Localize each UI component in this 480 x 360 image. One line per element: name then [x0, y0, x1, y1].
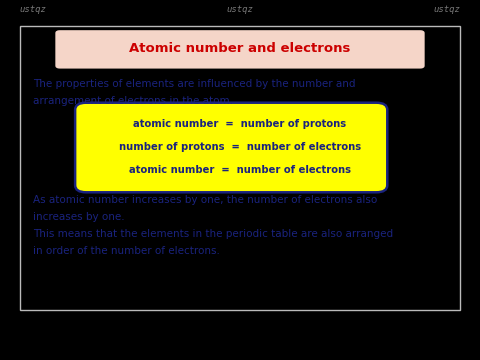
Text: ustqz: ustqz [227, 5, 253, 14]
Text: number of protons  =  number of electrons: number of protons = number of electrons [119, 142, 361, 152]
Text: The properties of elements are influenced by the number and: The properties of elements are influence… [33, 78, 356, 89]
Text: atomic number  =  number of electrons: atomic number = number of electrons [129, 165, 351, 175]
Text: in order of the number of electrons.: in order of the number of electrons. [33, 246, 220, 256]
Text: This means that the elements in the periodic table are also arranged: This means that the elements in the peri… [33, 229, 394, 239]
Text: ustqz: ustqz [434, 5, 461, 14]
FancyBboxPatch shape [75, 103, 387, 192]
FancyBboxPatch shape [55, 30, 425, 68]
Text: ustqz: ustqz [19, 5, 46, 14]
Text: Atomic number and electrons: Atomic number and electrons [129, 42, 351, 55]
Text: arrangement of electrons in the atom.: arrangement of electrons in the atom. [33, 96, 233, 105]
Text: increases by one.: increases by one. [33, 212, 125, 222]
Text: atomic number  =  number of protons: atomic number = number of protons [133, 119, 347, 129]
Text: As atomic number increases by one, the number of electrons also: As atomic number increases by one, the n… [33, 195, 378, 205]
